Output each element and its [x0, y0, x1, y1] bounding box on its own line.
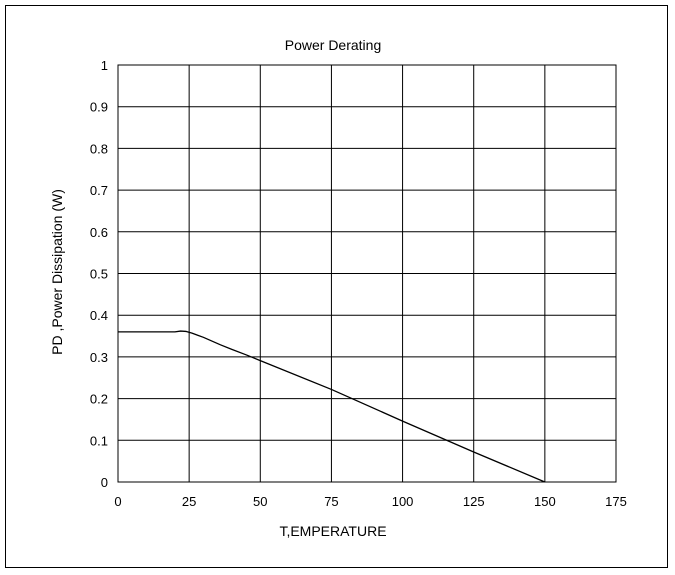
x-axis-label: T,EMPERATURE [279, 523, 386, 539]
y-tick-label: 0.8 [90, 141, 108, 156]
y-tick-label: 0 [101, 475, 108, 490]
x-tick-label: 175 [605, 494, 627, 509]
x-tick-label: 125 [463, 494, 485, 509]
y-tick-label: 0.3 [90, 350, 108, 365]
series-group [118, 330, 546, 483]
chart-title: Power Derating [285, 37, 382, 53]
y-tick-label: 0.4 [90, 308, 108, 323]
power-derating-chart: Power Derating T,EMPERATURE PD ,Power Di… [49, 37, 627, 539]
plot-area-border [117, 64, 617, 483]
y-tick-label: 0.2 [90, 392, 108, 407]
x-tick-label: 100 [392, 494, 414, 509]
y-tick-label: 0.9 [90, 100, 108, 115]
y-tick-label: 0.5 [90, 267, 108, 282]
y-tick-label: 0.6 [90, 225, 108, 240]
y-tick-label: 1 [101, 58, 108, 73]
y-tick-label: 0.1 [90, 433, 108, 448]
x-tick-label: 150 [534, 494, 556, 509]
x-tick-label: 0 [114, 494, 121, 509]
power-derating-line [118, 330, 546, 483]
chart-frame: Power Derating T,EMPERATURE PD ,Power Di… [5, 5, 668, 568]
x-tick-label: 75 [324, 494, 338, 509]
x-tick-label: 50 [253, 494, 267, 509]
y-axis-label: PD ,Power Dissipation (W) [49, 189, 65, 355]
x-tick-label: 25 [182, 494, 196, 509]
tick-labels: 0 25 50 75 100 125 150 175 0 0.1 0.2 0.3 0.4 0.5 0.6 0.… [90, 58, 627, 509]
y-tick-label: 0.7 [90, 183, 108, 198]
grid [117, 64, 617, 483]
